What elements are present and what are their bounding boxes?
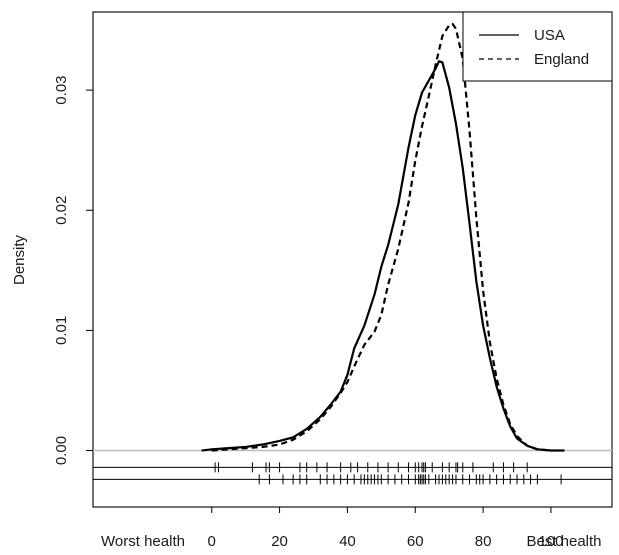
x-tick-label: 80 [475, 533, 492, 550]
legend-box [462, 11, 613, 82]
x-axis: 0 20 40 60 80 100 [208, 507, 563, 550]
y-axis-title: Density [11, 234, 28, 285]
series-line-england [211, 22, 552, 452]
x-tick-label: 0 [208, 533, 216, 550]
plot-border [92, 11, 613, 508]
density-series [201, 22, 565, 452]
x-tick-label: 100 [538, 533, 563, 550]
y-tick-label: 0.02 [53, 196, 70, 225]
series-line-usa [201, 60, 565, 452]
legend: USA England [462, 11, 613, 82]
y-tick-label: 0.00 [53, 436, 70, 465]
legend-label-england: England [534, 51, 589, 68]
plot-frame [92, 11, 613, 508]
legend-label-usa: USA [534, 27, 565, 44]
x-end-label-left: Worst health [101, 533, 185, 550]
y-axis: 0.00 0.01 0.02 0.03 [53, 75, 93, 465]
x-tick-label: 40 [339, 533, 356, 550]
y-tick-label: 0.03 [53, 75, 70, 104]
rug-baselines [93, 466, 612, 480]
rug-ticks [214, 462, 562, 485]
x-tick-label: 60 [407, 533, 424, 550]
y-tick-label: 0.01 [53, 316, 70, 345]
x-end-label-right: Best health [526, 533, 601, 550]
x-tick-label: 20 [271, 533, 288, 550]
